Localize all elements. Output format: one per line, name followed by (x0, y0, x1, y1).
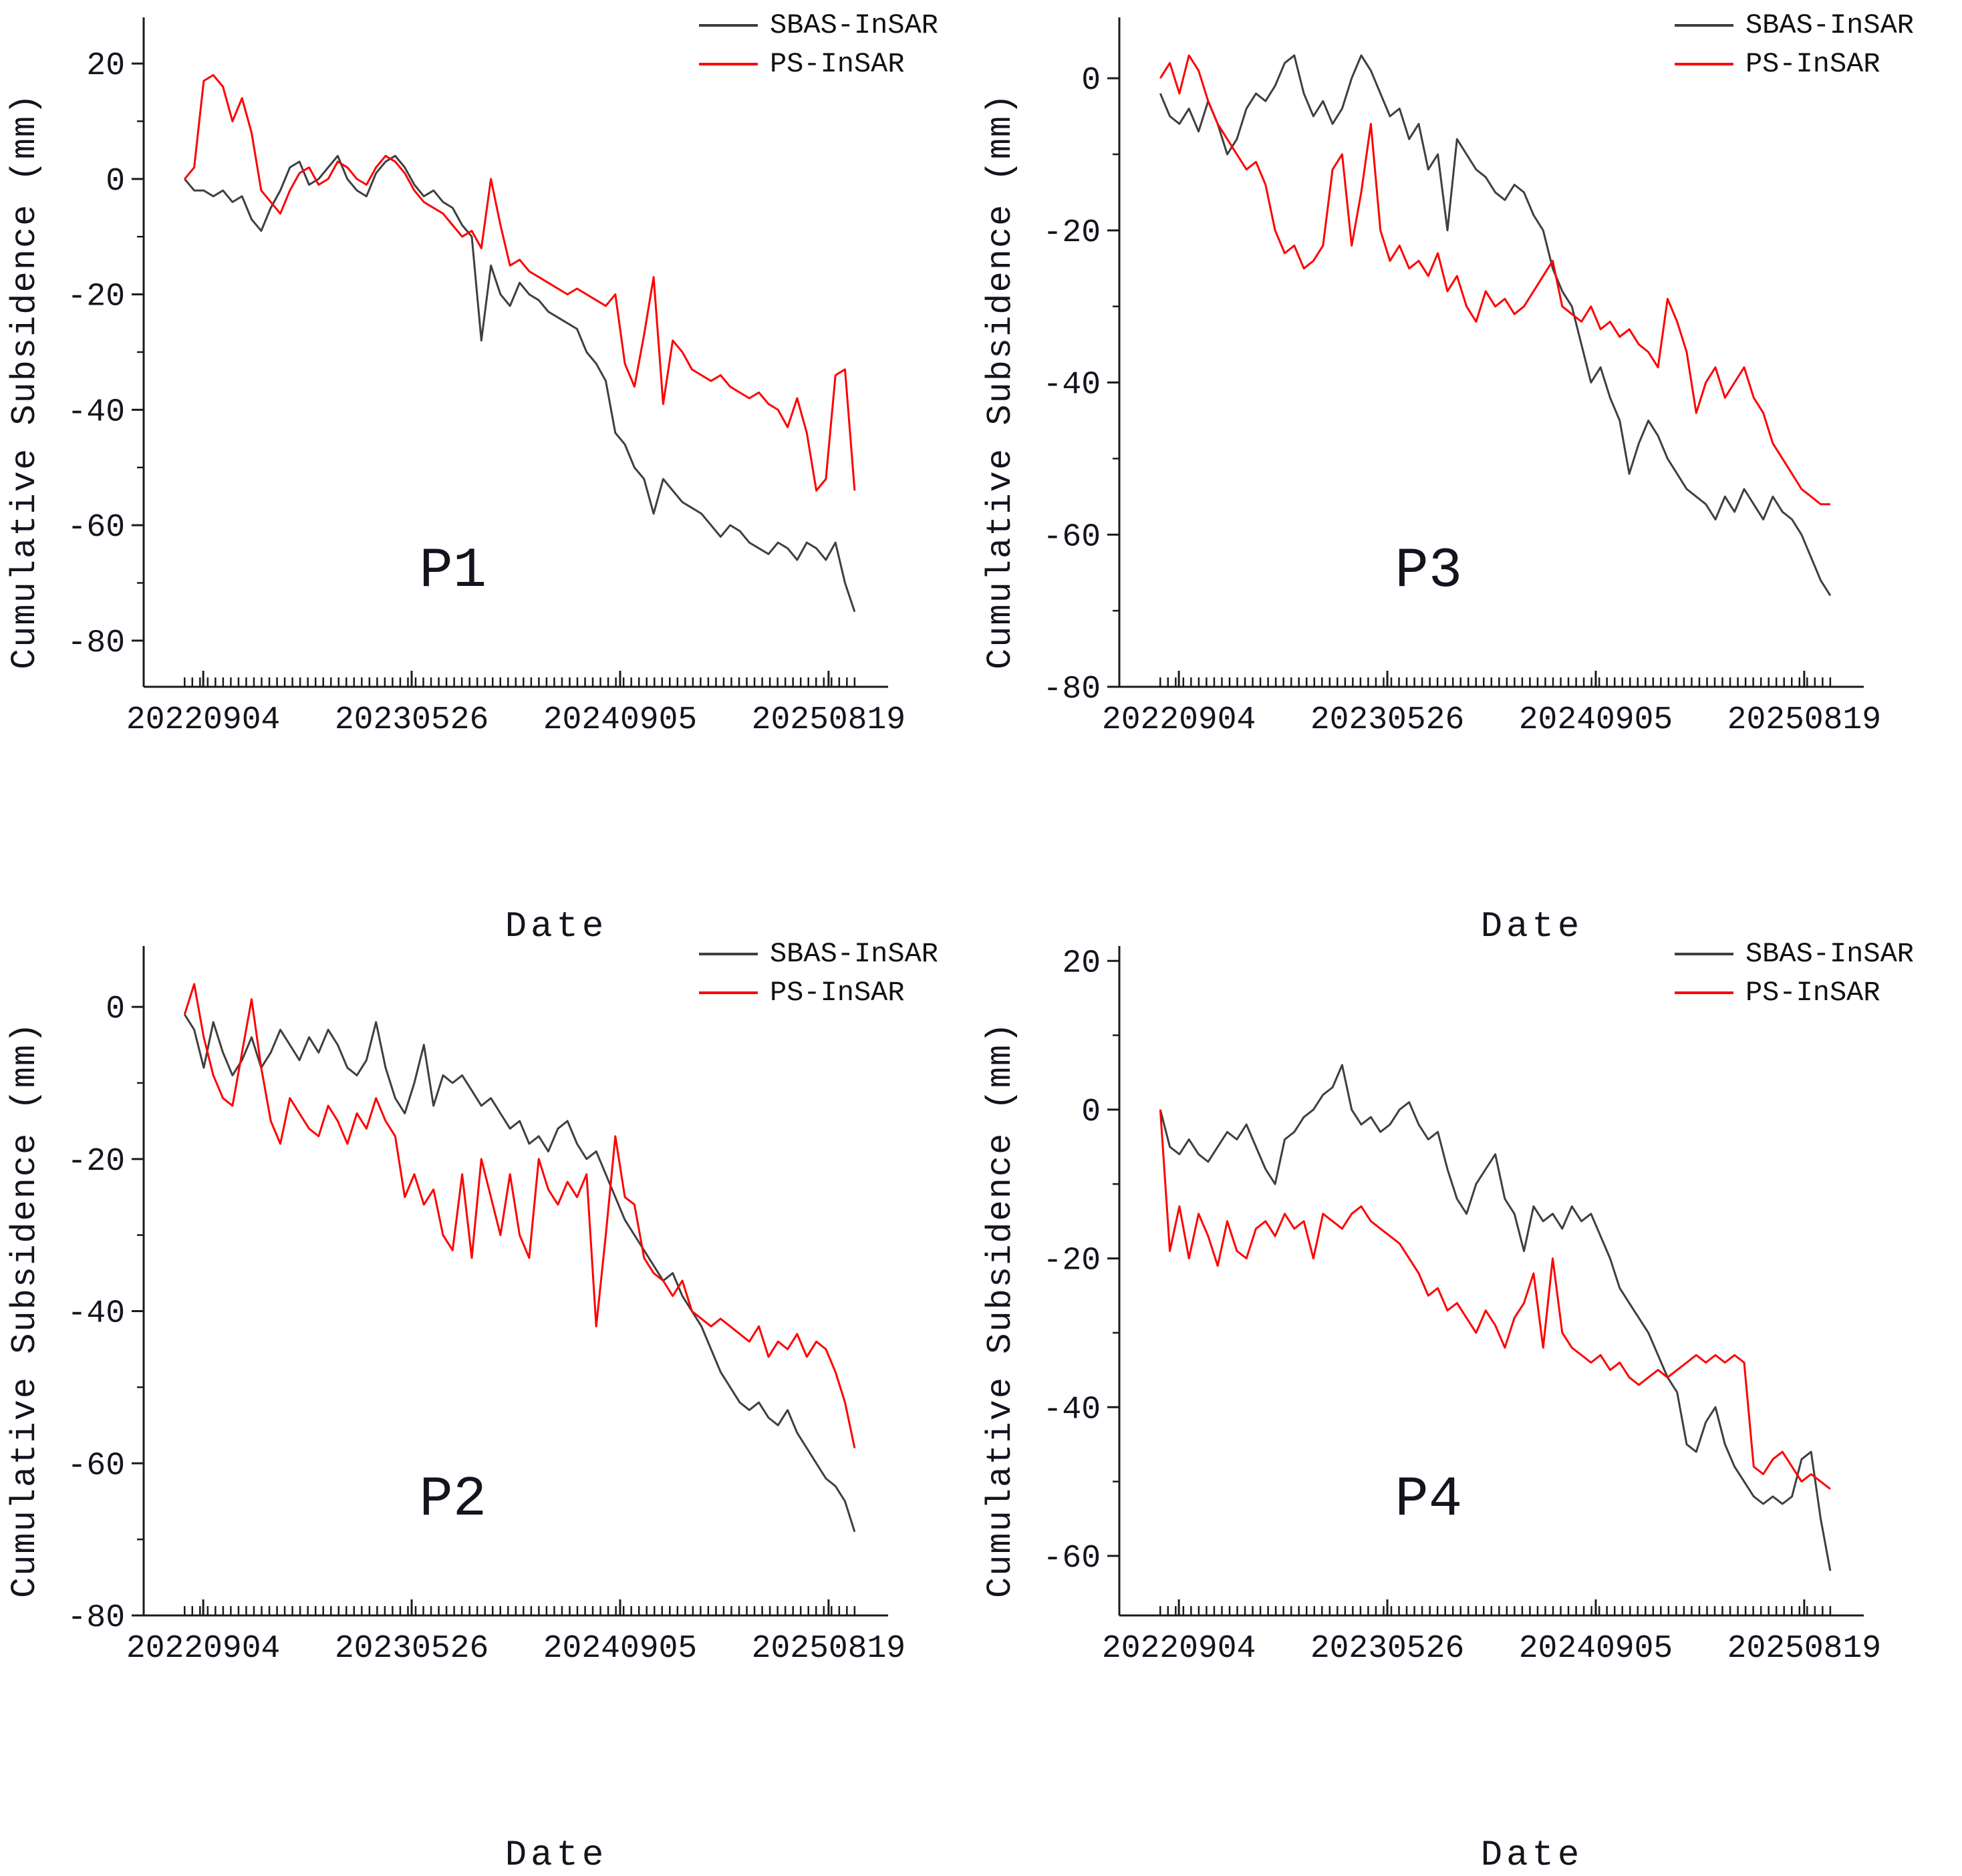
svg-text:20240905: 20240905 (543, 702, 697, 738)
legend-entry-ps: PS-InSAR (1674, 977, 1914, 1009)
plot-canvas: 20 0 -20 -40 -60 -80 20220904 20230526 20240905 2… (67, 17, 905, 738)
svg-text:-40: -40 (67, 394, 125, 430)
legend-entry-sbas: SBAS-InSAR (1674, 9, 1914, 41)
legend-entry-sbas: SBAS-InSAR (698, 9, 938, 41)
svg-text:20250819: 20250819 (752, 702, 905, 738)
x-axis-label: Date (505, 1835, 608, 1876)
svg-text:20250819: 20250819 (752, 1631, 905, 1667)
legend-line-sbas-icon (698, 953, 758, 955)
y-axis-label: Cumulative Subsidence (mm) (5, 1021, 45, 1598)
svg-text:-20: -20 (67, 279, 125, 315)
legend-label-sbas: SBAS-InSAR (1745, 938, 1914, 970)
svg-text:-20: -20 (1043, 215, 1101, 251)
svg-text:-40: -40 (67, 1296, 125, 1332)
svg-text:20220904: 20220904 (1102, 702, 1256, 738)
legend: SBAS-InSAR PS-InSAR (698, 938, 938, 1009)
legend-label-ps: PS-InSAR (769, 977, 905, 1009)
svg-text:-60: -60 (67, 1448, 125, 1484)
x-axis-label: Date (1480, 1835, 1584, 1876)
legend-entry-sbas: SBAS-InSAR (698, 938, 938, 970)
svg-text:20230526: 20230526 (335, 1631, 488, 1667)
chart-panel-p3: Cumulative Subsidence (mm) 0 -20 -40 -60 -80… (981, 7, 1957, 947)
panel-label: P1 (419, 540, 487, 603)
svg-text:0: 0 (106, 991, 125, 1028)
y-axis-label: Cumulative Subsidence (mm) (981, 92, 1020, 669)
svg-text:-40: -40 (1043, 1392, 1101, 1428)
legend: SBAS-InSAR PS-InSAR (1674, 9, 1914, 80)
legend-label-ps: PS-InSAR (1745, 977, 1880, 1009)
svg-text:0: 0 (1081, 63, 1101, 99)
x-axis-label: Date (1480, 907, 1584, 947)
plot-area: 0 -20 -40 -60 -80 20220904 20230526 20240905 202… (1020, 7, 1957, 947)
svg-text:-60: -60 (1043, 519, 1101, 555)
svg-text:20240905: 20240905 (1519, 702, 1673, 738)
svg-text:-80: -80 (67, 625, 125, 661)
y-axis-label: Cumulative Subsidence (mm) (5, 92, 45, 669)
svg-text:20250819: 20250819 (1727, 702, 1881, 738)
y-axis-label: Cumulative Subsidence (mm) (981, 1021, 1020, 1598)
svg-text:-40: -40 (1043, 367, 1101, 404)
legend-label-sbas: SBAS-InSAR (1745, 9, 1914, 41)
plot-canvas: 20 0 -20 -40 -60 20220904 20230526 20240905 2025… (1043, 945, 1882, 1667)
panel-label: P3 (1395, 540, 1463, 603)
panel-label: P4 (1395, 1468, 1463, 1532)
legend-line-sbas-icon (698, 24, 758, 27)
legend-line-sbas-icon (1674, 24, 1733, 27)
svg-text:20230526: 20230526 (1310, 702, 1464, 738)
chart-panel-p4: Cumulative Subsidence (mm) 20 0 -20 -40 -60 2… (981, 935, 1957, 1876)
legend-line-ps-icon (698, 63, 758, 65)
svg-text:-20: -20 (67, 1144, 125, 1180)
svg-text:-80: -80 (67, 1600, 125, 1636)
legend-label-ps: PS-InSAR (1745, 48, 1880, 80)
svg-text:20250819: 20250819 (1727, 1631, 1881, 1667)
chart-panel-p1: Cumulative Subsidence (mm) 20 0 -20 -40 -60 -… (5, 7, 981, 947)
plot-area: 20 0 -20 -40 -60 -80 20220904 20230526 20240905 2… (45, 7, 981, 947)
svg-text:20230526: 20230526 (1310, 1631, 1464, 1667)
svg-text:20230526: 20230526 (335, 702, 488, 738)
legend-label-sbas: SBAS-InSAR (769, 9, 938, 41)
svg-text:20240905: 20240905 (1519, 1631, 1673, 1667)
legend-line-sbas-icon (1674, 953, 1733, 955)
svg-text:20240905: 20240905 (543, 1631, 697, 1667)
svg-text:0: 0 (1081, 1094, 1101, 1130)
legend: SBAS-InSAR PS-InSAR (698, 9, 938, 80)
legend-line-ps-icon (1674, 63, 1733, 65)
legend-line-ps-icon (698, 991, 758, 994)
svg-text:-60: -60 (67, 510, 125, 546)
legend: SBAS-InSAR PS-InSAR (1674, 938, 1914, 1009)
legend-entry-ps: PS-InSAR (698, 977, 938, 1009)
legend-label-sbas: SBAS-InSAR (769, 938, 938, 970)
legend-entry-sbas: SBAS-InSAR (1674, 938, 1914, 970)
legend-line-ps-icon (1674, 991, 1733, 994)
svg-text:20220904: 20220904 (126, 702, 280, 738)
legend-entry-ps: PS-InSAR (698, 48, 938, 80)
figure: Cumulative Subsidence (mm) 20 0 -20 -40 -60 -… (5, 7, 1957, 1876)
svg-text:0: 0 (106, 164, 125, 200)
legend-label-ps: PS-InSAR (769, 48, 905, 80)
panel-label: P2 (419, 1468, 487, 1532)
plot-area: 0 -20 -40 -60 -80 20220904 20230526 20240905 202… (45, 935, 981, 1876)
legend-entry-ps: PS-InSAR (1674, 48, 1914, 80)
svg-text:20: 20 (1062, 945, 1101, 981)
chart-panel-p2: Cumulative Subsidence (mm) 0 -20 -40 -60 -80… (5, 935, 981, 1876)
svg-text:20220904: 20220904 (1102, 1631, 1256, 1667)
svg-text:20: 20 (86, 48, 125, 84)
plot-area: 20 0 -20 -40 -60 20220904 20230526 20240905 2025… (1020, 935, 1957, 1876)
svg-text:-80: -80 (1043, 671, 1101, 708)
svg-text:20220904: 20220904 (126, 1631, 280, 1667)
svg-text:-20: -20 (1043, 1243, 1101, 1279)
svg-text:-60: -60 (1043, 1541, 1101, 1577)
x-axis-label: Date (505, 907, 608, 947)
